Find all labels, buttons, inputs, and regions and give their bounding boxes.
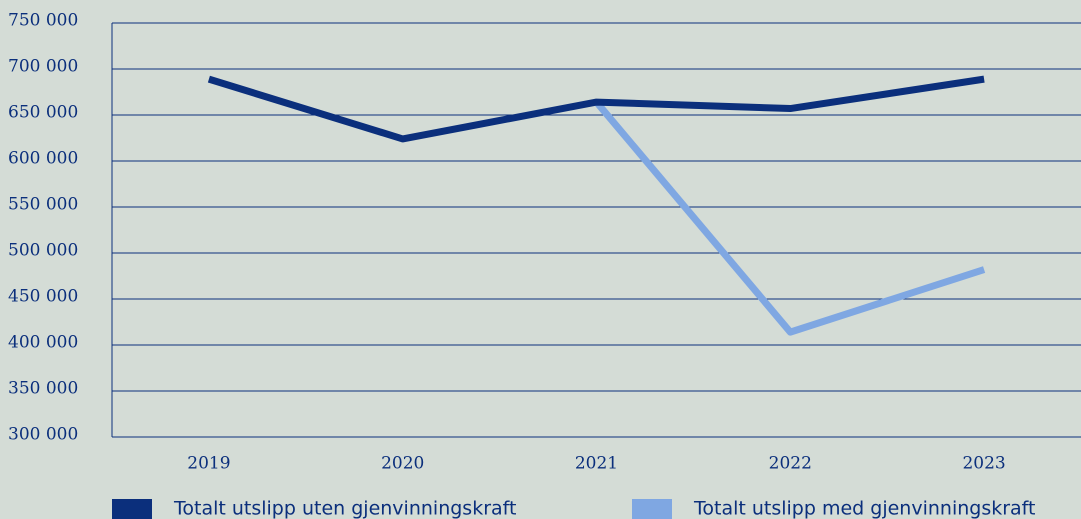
y-tick-label: 300 000 [8,425,78,445]
legend-label: Totalt utslipp uten gjenvinningskraft [173,498,516,519]
y-tick-label: 400 000 [8,333,78,353]
legend-label: Totalt utslipp med gjenvinningskraft [693,498,1036,519]
y-tick-label: 450 000 [8,287,78,307]
legend-swatch [112,499,152,519]
y-tick-label: 750 000 [8,11,78,31]
x-tick-label: 2022 [769,454,812,474]
y-tick-label: 700 000 [8,57,78,77]
y-tick-label: 600 000 [8,149,78,169]
y-tick-label: 650 000 [8,103,78,123]
x-tick-label: 2019 [187,454,230,474]
x-tick-label: 2020 [381,454,424,474]
y-tick-label: 500 000 [8,241,78,261]
legend-swatch [632,499,672,519]
series-line [593,99,986,336]
y-tick-label: 550 000 [8,195,78,215]
x-tick-label: 2021 [575,454,618,474]
y-tick-label: 350 000 [8,379,78,399]
x-tick-label: 2023 [962,454,1005,474]
series-line [207,75,985,143]
